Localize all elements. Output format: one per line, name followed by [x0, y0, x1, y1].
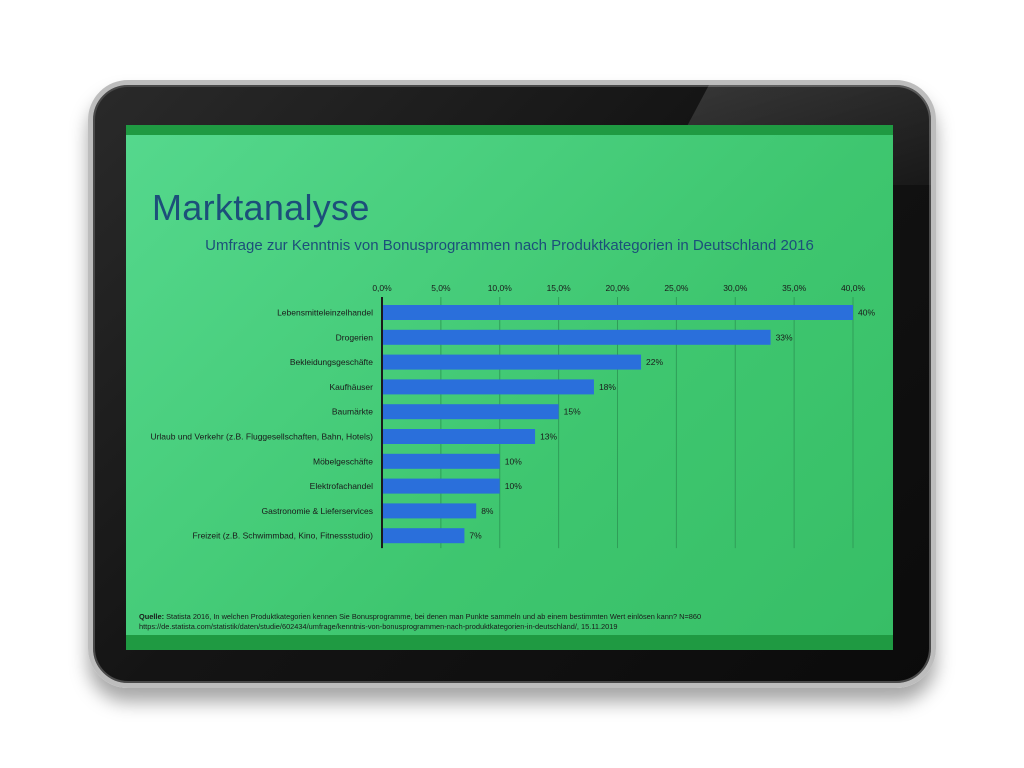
- source-text: Statista 2016, In welchen Produktkategor…: [164, 612, 702, 621]
- category-label: Freizeit (z.B. Schwimmbad, Kino, Fitness…: [193, 531, 374, 541]
- data-label: 7%: [469, 531, 482, 541]
- bars: [382, 305, 853, 544]
- x-tick-label: 40,0%: [841, 283, 866, 293]
- chart-title: Umfrage zur Kenntnis von Bonusprogrammen…: [205, 237, 814, 254]
- category-label: Elektrofachandel: [310, 481, 373, 491]
- page-title: Marktanalyse: [152, 187, 370, 228]
- x-tick-label: 30,0%: [723, 283, 748, 293]
- data-label: 22%: [646, 357, 663, 367]
- data-label: 18%: [599, 382, 616, 392]
- data-label: 33%: [776, 332, 793, 342]
- bar: [382, 503, 477, 519]
- bar: [382, 429, 536, 444]
- source-label: Quelle:: [139, 612, 165, 621]
- header-band: [126, 125, 893, 135]
- bar-chart: 0,0% 5,0% 10,0% 15,0% 20,0% 25,0% 30,0% 35,0% 40…: [150, 283, 875, 549]
- x-axis-ticks: 0,0% 5,0% 10,0% 15,0% 20,0% 25,0% 30,0% 35,0% 40…: [372, 283, 865, 293]
- category-label: Möbelgeschäfte: [313, 456, 373, 466]
- category-label: Baumärkte: [332, 407, 373, 417]
- bar: [382, 478, 500, 494]
- category-labels: Lebensmitteleinzelhandel Drogerien Bekleid…: [150, 308, 373, 541]
- data-label: 10%: [505, 456, 522, 466]
- data-label: 13%: [540, 432, 557, 442]
- tablet-screen: Marktanalyse Umfrage zur Kenntnis von Bo…: [126, 125, 893, 650]
- bar: [382, 329, 771, 345]
- x-tick-label: 5,0%: [431, 283, 451, 293]
- source-note: Quelle: Statista 2016, In welchen Produk…: [139, 612, 884, 632]
- bar: [382, 354, 642, 370]
- bar: [382, 528, 465, 544]
- category-label: Gastronomie & Lieferservices: [262, 506, 374, 516]
- x-tick-label: 20,0%: [605, 283, 630, 293]
- source-url: https://de.statista.com/statistik/daten/…: [139, 622, 618, 631]
- category-label: Lebensmitteleinzelhandel: [277, 308, 373, 318]
- data-label: 15%: [564, 407, 581, 417]
- bar: [382, 379, 594, 395]
- x-tick-label: 35,0%: [782, 283, 807, 293]
- x-tick-label: 15,0%: [547, 283, 572, 293]
- bar: [382, 305, 853, 320]
- category-label: Bekleidungsgeschäfte: [290, 357, 373, 367]
- data-label: 8%: [481, 506, 494, 516]
- data-label: 10%: [505, 481, 522, 491]
- category-label: Urlaub und Verkehr (z.B. Fluggesellschaf…: [150, 432, 373, 442]
- source-line: Quelle: Statista 2016, In welchen Produk…: [139, 612, 884, 622]
- x-tick-label: 25,0%: [664, 283, 689, 293]
- category-label: Kaufhäuser: [330, 382, 374, 392]
- data-label: 40%: [858, 308, 875, 318]
- data-labels: 40% 33% 22% 18% 15% 13% 10% 10% 8% 7%: [469, 308, 875, 541]
- footer-band: [126, 635, 893, 650]
- bar: [382, 404, 559, 420]
- x-tick-label: 0,0%: [372, 283, 392, 293]
- category-label: Drogerien: [336, 332, 374, 342]
- bar: [382, 453, 500, 469]
- x-tick-label: 10,0%: [488, 283, 513, 293]
